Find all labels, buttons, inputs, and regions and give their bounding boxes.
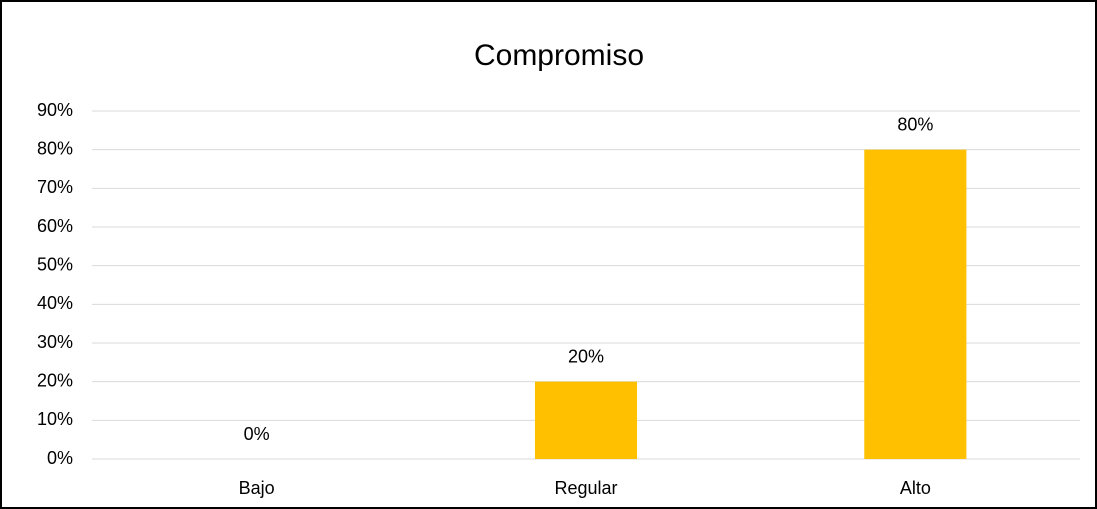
- bar: [864, 149, 967, 459]
- chart-title: Compromiso: [474, 39, 644, 72]
- data-label: 20%: [568, 346, 604, 366]
- y-tick-label: 70%: [37, 177, 73, 197]
- x-tick-label: Bajo: [239, 478, 275, 498]
- data-label: 80%: [897, 114, 933, 134]
- y-tick-label: 40%: [37, 293, 73, 313]
- y-tick-label: 90%: [37, 100, 73, 120]
- bar: [534, 381, 638, 459]
- y-tick-label: 50%: [37, 254, 73, 274]
- x-tick-label: Regular: [554, 478, 617, 498]
- data-label: 0%: [244, 424, 270, 444]
- y-tick-label: 20%: [37, 370, 73, 390]
- y-tick-label: 80%: [37, 138, 73, 158]
- x-tick-label: Alto: [900, 478, 931, 498]
- y-tick-label: 60%: [37, 216, 73, 236]
- y-tick-label: 10%: [37, 409, 73, 429]
- y-tick-label: 0%: [47, 448, 73, 468]
- y-tick-label: 30%: [37, 332, 73, 352]
